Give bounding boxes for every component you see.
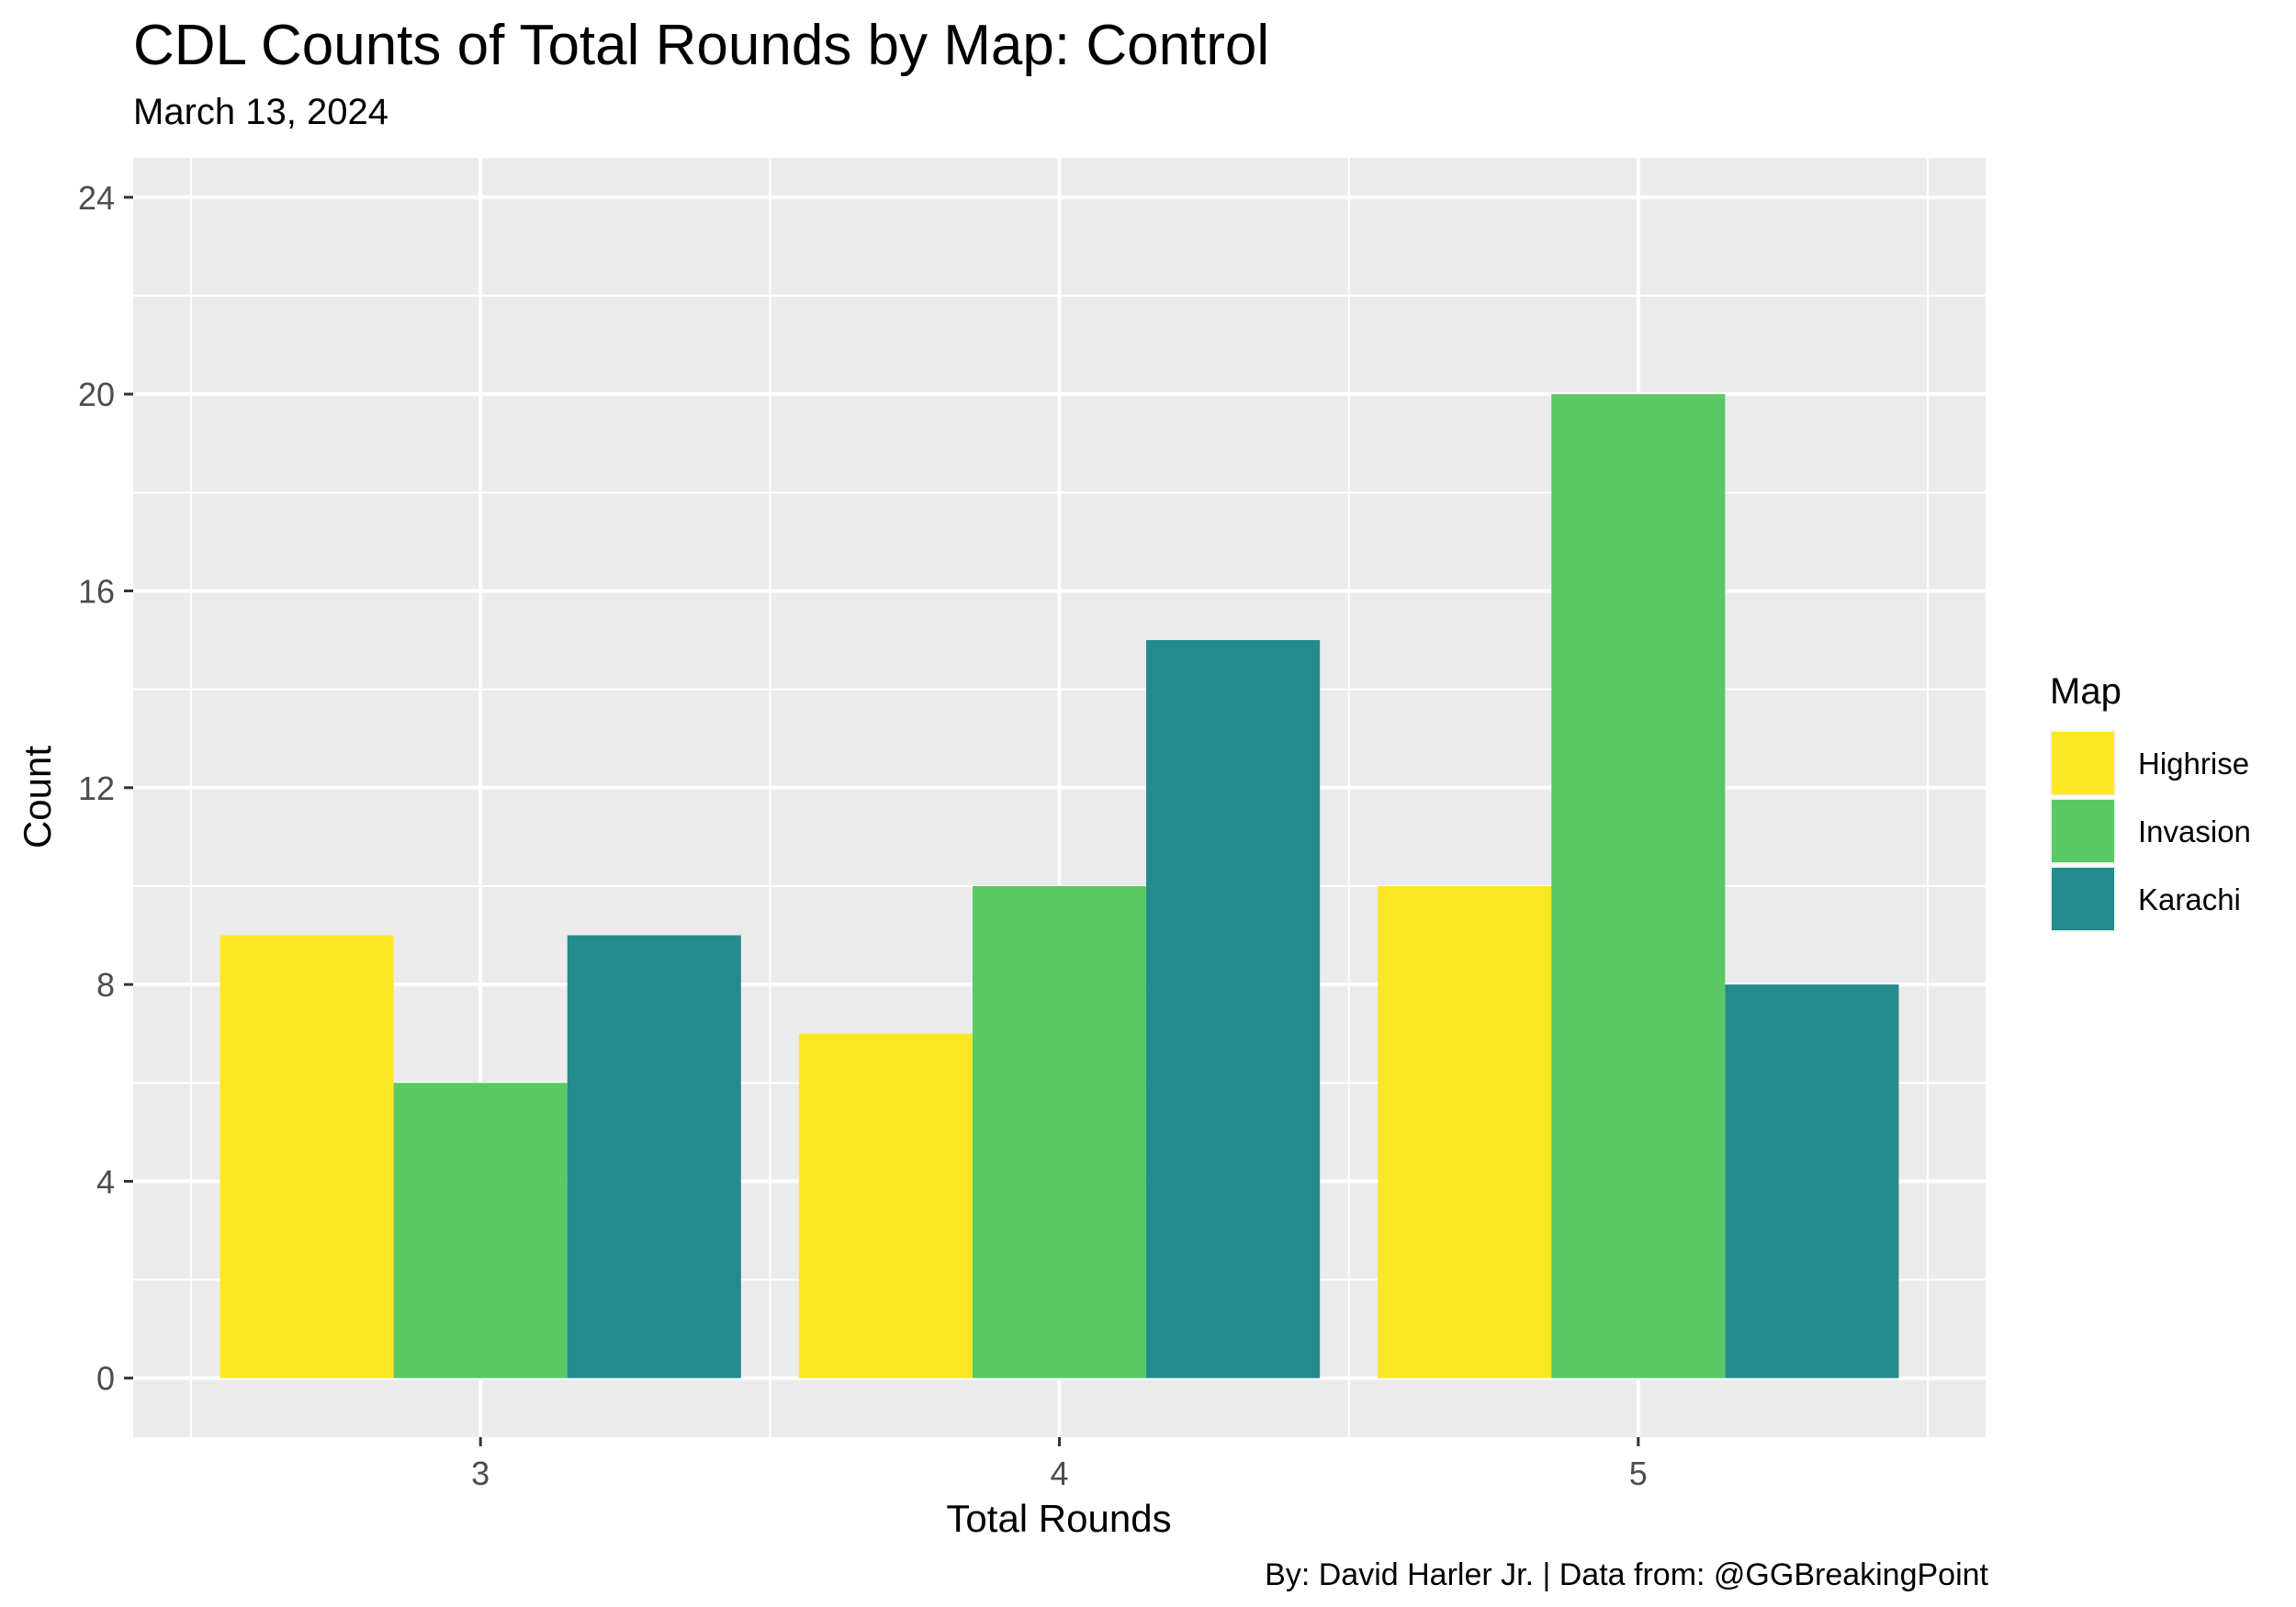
bar-invasion-3 xyxy=(393,1083,568,1378)
bar-invasion-5 xyxy=(1551,394,1726,1378)
chart-title: CDL Counts of Total Rounds by Map: Contr… xyxy=(133,14,1270,77)
legend: Map Highrise Invasion Karachi xyxy=(2050,671,2251,932)
chart-subtitle: March 13, 2024 xyxy=(133,92,388,132)
bar-highrise-4 xyxy=(798,1033,973,1378)
y-axis-title: Count xyxy=(16,746,59,848)
bar-highrise-5 xyxy=(1378,885,1552,1378)
y-tick-label: 4 xyxy=(96,1163,115,1200)
legend-label-highrise: Highrise xyxy=(2138,747,2249,781)
bar-invasion-4 xyxy=(972,885,1147,1378)
x-axis-title: Total Rounds xyxy=(946,1497,1171,1540)
x-tick-label: 4 xyxy=(1050,1455,1068,1492)
y-tick-label: 12 xyxy=(78,770,115,807)
legend-title: Map xyxy=(2050,671,2122,712)
y-tick-label: 16 xyxy=(78,572,115,610)
x-tick-label: 3 xyxy=(471,1455,490,1492)
legend-label-karachi: Karachi xyxy=(2138,882,2241,916)
bar-karachi-5 xyxy=(1725,984,1899,1378)
legend-swatch-karachi xyxy=(2052,868,2114,930)
legend-label-invasion: Invasion xyxy=(2138,815,2251,848)
x-tick-label: 5 xyxy=(1629,1455,1648,1492)
y-axis: 0 4 8 12 16 20 24 xyxy=(78,179,133,1398)
y-tick-label: 0 xyxy=(96,1360,115,1398)
legend-swatch-highrise xyxy=(2052,732,2114,794)
y-tick-label: 20 xyxy=(78,376,115,413)
y-tick-label: 8 xyxy=(96,966,115,1004)
chart-caption: By: David Harler Jr. | Data from: @GGBre… xyxy=(1265,1557,1988,1592)
bars xyxy=(219,394,1899,1378)
legend-swatch-invasion xyxy=(2052,800,2114,862)
y-tick-label: 24 xyxy=(78,179,115,217)
bar-highrise-3 xyxy=(219,935,394,1378)
bar-karachi-3 xyxy=(567,935,741,1378)
x-axis: 3 4 5 xyxy=(471,1437,1648,1492)
bar-karachi-4 xyxy=(1146,640,1321,1378)
